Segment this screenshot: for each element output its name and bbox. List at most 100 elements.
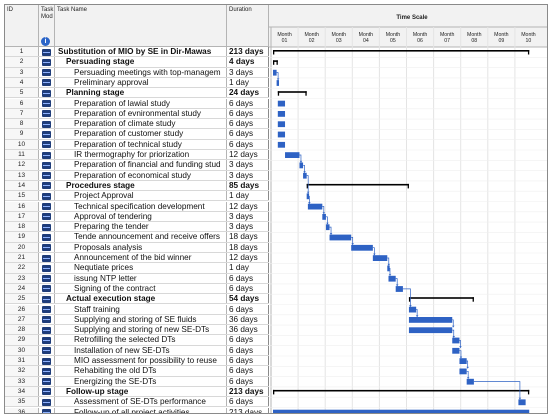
task-duration[interactable]: 6 days	[227, 273, 269, 283]
task-duration[interactable]: 6 days	[227, 366, 269, 376]
task-bar[interactable]	[277, 141, 286, 148]
task-bar[interactable]	[329, 234, 352, 241]
task-name[interactable]: IR thermography for priorization	[55, 150, 227, 160]
task-row[interactable]: 21 Announcement of the bid winner 12 days	[5, 253, 269, 264]
task-duration[interactable]: 6 days	[227, 108, 269, 119]
task-bar[interactable]	[466, 378, 474, 385]
task-duration[interactable]: 12 days	[227, 253, 269, 263]
task-duration[interactable]: 85 days	[227, 180, 269, 191]
task-bar[interactable]	[388, 275, 396, 282]
task-row[interactable]: 26 Staff training 6 days	[5, 304, 269, 315]
task-duration[interactable]: 6 days	[227, 139, 269, 149]
task-duration[interactable]: 24 days	[227, 88, 269, 98]
task-name[interactable]: Follow-up of all project activities	[55, 407, 227, 413]
task-bar[interactable]	[408, 306, 417, 313]
task-name[interactable]: Announcement of the bid winner	[55, 253, 227, 263]
task-duration[interactable]: 6 days	[227, 304, 269, 314]
header-duration[interactable]: Duration	[227, 5, 269, 47]
header-task-name[interactable]: Task Name	[55, 5, 227, 47]
task-row[interactable]: 27 Supplying and storing of SE fluids 36 d…	[5, 314, 269, 326]
task-bar[interactable]	[322, 214, 326, 220]
task-duration[interactable]: 6 days	[227, 335, 269, 345]
task-name[interactable]: Preparation of evnironmental study	[55, 108, 227, 119]
task-bar[interactable]	[306, 193, 310, 200]
summary-bar[interactable]	[277, 91, 307, 93]
task-bar[interactable]	[351, 244, 373, 251]
task-bar[interactable]	[307, 203, 323, 210]
header-task-mode[interactable]: Task Mod	[39, 5, 55, 47]
task-row[interactable]: 34 Follow-up stage 213 days	[5, 386, 269, 398]
task-row[interactable]: 32 Rehabiting the old DTs 6 days	[5, 366, 269, 377]
task-row[interactable]: 14 Procedures stage 85 days	[5, 180, 269, 192]
summary-bar[interactable]	[273, 50, 530, 52]
task-row[interactable]: 33 Energizing the SE-DTs 6 days	[5, 376, 269, 387]
task-name[interactable]: Actual execution stage	[55, 294, 227, 304]
task-name[interactable]: Planning stage	[55, 88, 227, 98]
task-name[interactable]: Supplying and storing of SE fluids	[55, 314, 227, 325]
task-row[interactable]: 2 Persuading stage 4 days	[5, 57, 269, 68]
task-bar[interactable]	[285, 152, 300, 158]
summary-bar[interactable]	[408, 297, 474, 299]
task-name[interactable]: Retrofilling the selected DTs	[55, 335, 227, 345]
task-bar[interactable]	[408, 317, 453, 323]
task-row[interactable]: 36 Follow-up of all project activities 213…	[5, 407, 269, 413]
task-name[interactable]: Persuading stage	[55, 57, 227, 67]
task-name[interactable]: Preparation of economical study	[55, 170, 227, 180]
task-name[interactable]: Supplying and storing of new SE-DTs	[55, 325, 227, 335]
task-duration[interactable]: 6 days	[227, 356, 269, 366]
task-duration[interactable]: 4 days	[227, 57, 269, 67]
summary-bar[interactable]	[273, 389, 530, 392]
task-name[interactable]: Nequtiate prices	[55, 263, 227, 273]
task-duration[interactable]: 1 day	[227, 263, 269, 273]
task-duration[interactable]: 36 days	[227, 314, 269, 325]
task-bar[interactable]	[273, 409, 530, 413]
task-bar[interactable]	[408, 327, 453, 334]
task-bar[interactable]	[276, 80, 280, 86]
task-duration[interactable]: 1 day	[227, 191, 269, 201]
task-name[interactable]: Preparation of climate study	[55, 119, 227, 129]
task-duration[interactable]: 3 days	[227, 222, 269, 232]
task-name[interactable]: Preparation of technical study	[55, 139, 227, 149]
summary-bar[interactable]	[306, 183, 409, 186]
task-duration[interactable]: 6 days	[227, 119, 269, 129]
task-row[interactable]: 17 Approval of tendering 3 days	[5, 211, 269, 223]
task-row[interactable]: 19 Tende announcement and receive offers 1…	[5, 232, 269, 243]
task-name[interactable]: Substitution of MIO by SE in Dir-Mawas	[55, 47, 227, 57]
task-name[interactable]: issung NTP letter	[55, 273, 227, 283]
task-duration[interactable]: 54 days	[227, 294, 269, 304]
task-name[interactable]: Preparing the tender	[55, 222, 227, 232]
task-name[interactable]: Tende announcement and receive offers	[55, 232, 227, 242]
task-name[interactable]: Follow-up stage	[55, 386, 227, 397]
task-name[interactable]: Preparation of financial and funding stu…	[55, 160, 227, 170]
task-name[interactable]: Project Approval	[55, 191, 227, 201]
task-duration[interactable]: 6 days	[227, 345, 269, 355]
task-duration[interactable]: 12 days	[227, 150, 269, 160]
task-bar[interactable]	[372, 255, 388, 261]
task-duration[interactable]: 18 days	[227, 232, 269, 242]
task-name[interactable]: Preliminary approval	[55, 77, 227, 88]
task-duration[interactable]: 12 days	[227, 201, 269, 211]
task-name[interactable]: Persuading meetings with top-managem	[55, 67, 227, 77]
task-bar[interactable]	[299, 162, 304, 169]
task-name[interactable]: Assessment of SE-DTs performance	[55, 397, 227, 407]
task-duration[interactable]: 36 days	[227, 325, 269, 335]
task-name[interactable]: Staff training	[55, 304, 227, 314]
task-duration[interactable]: 213 days	[227, 47, 269, 57]
task-duration[interactable]: 6 days	[227, 98, 269, 108]
task-bar[interactable]	[277, 100, 286, 107]
task-bar[interactable]	[325, 224, 330, 231]
task-name[interactable]: Installation of new SE-DTs	[55, 345, 227, 355]
task-name[interactable]: Signing of the contract	[55, 283, 227, 294]
task-name[interactable]: Rehabiting the old DTs	[55, 366, 227, 376]
task-duration[interactable]: 6 days	[227, 283, 269, 294]
task-duration[interactable]: 213 days	[227, 386, 269, 397]
task-bar[interactable]	[277, 111, 286, 117]
task-name[interactable]: Energizing the SE-DTs	[55, 376, 227, 386]
task-row[interactable]: 5 Planning stage 24 days	[5, 88, 269, 99]
task-name[interactable]: MIO assessment for possibility to reuse	[55, 356, 227, 366]
task-row[interactable]: 3 Persuading meetings with top-managem 3 d…	[5, 67, 269, 78]
task-duration[interactable]: 213 days	[227, 407, 269, 413]
task-name[interactable]: Technical specification development	[55, 201, 227, 211]
task-row[interactable]: 6 Preparation of lawial study 6 days	[5, 98, 269, 109]
task-row[interactable]: 18 Preparing the tender 3 days	[5, 222, 269, 233]
